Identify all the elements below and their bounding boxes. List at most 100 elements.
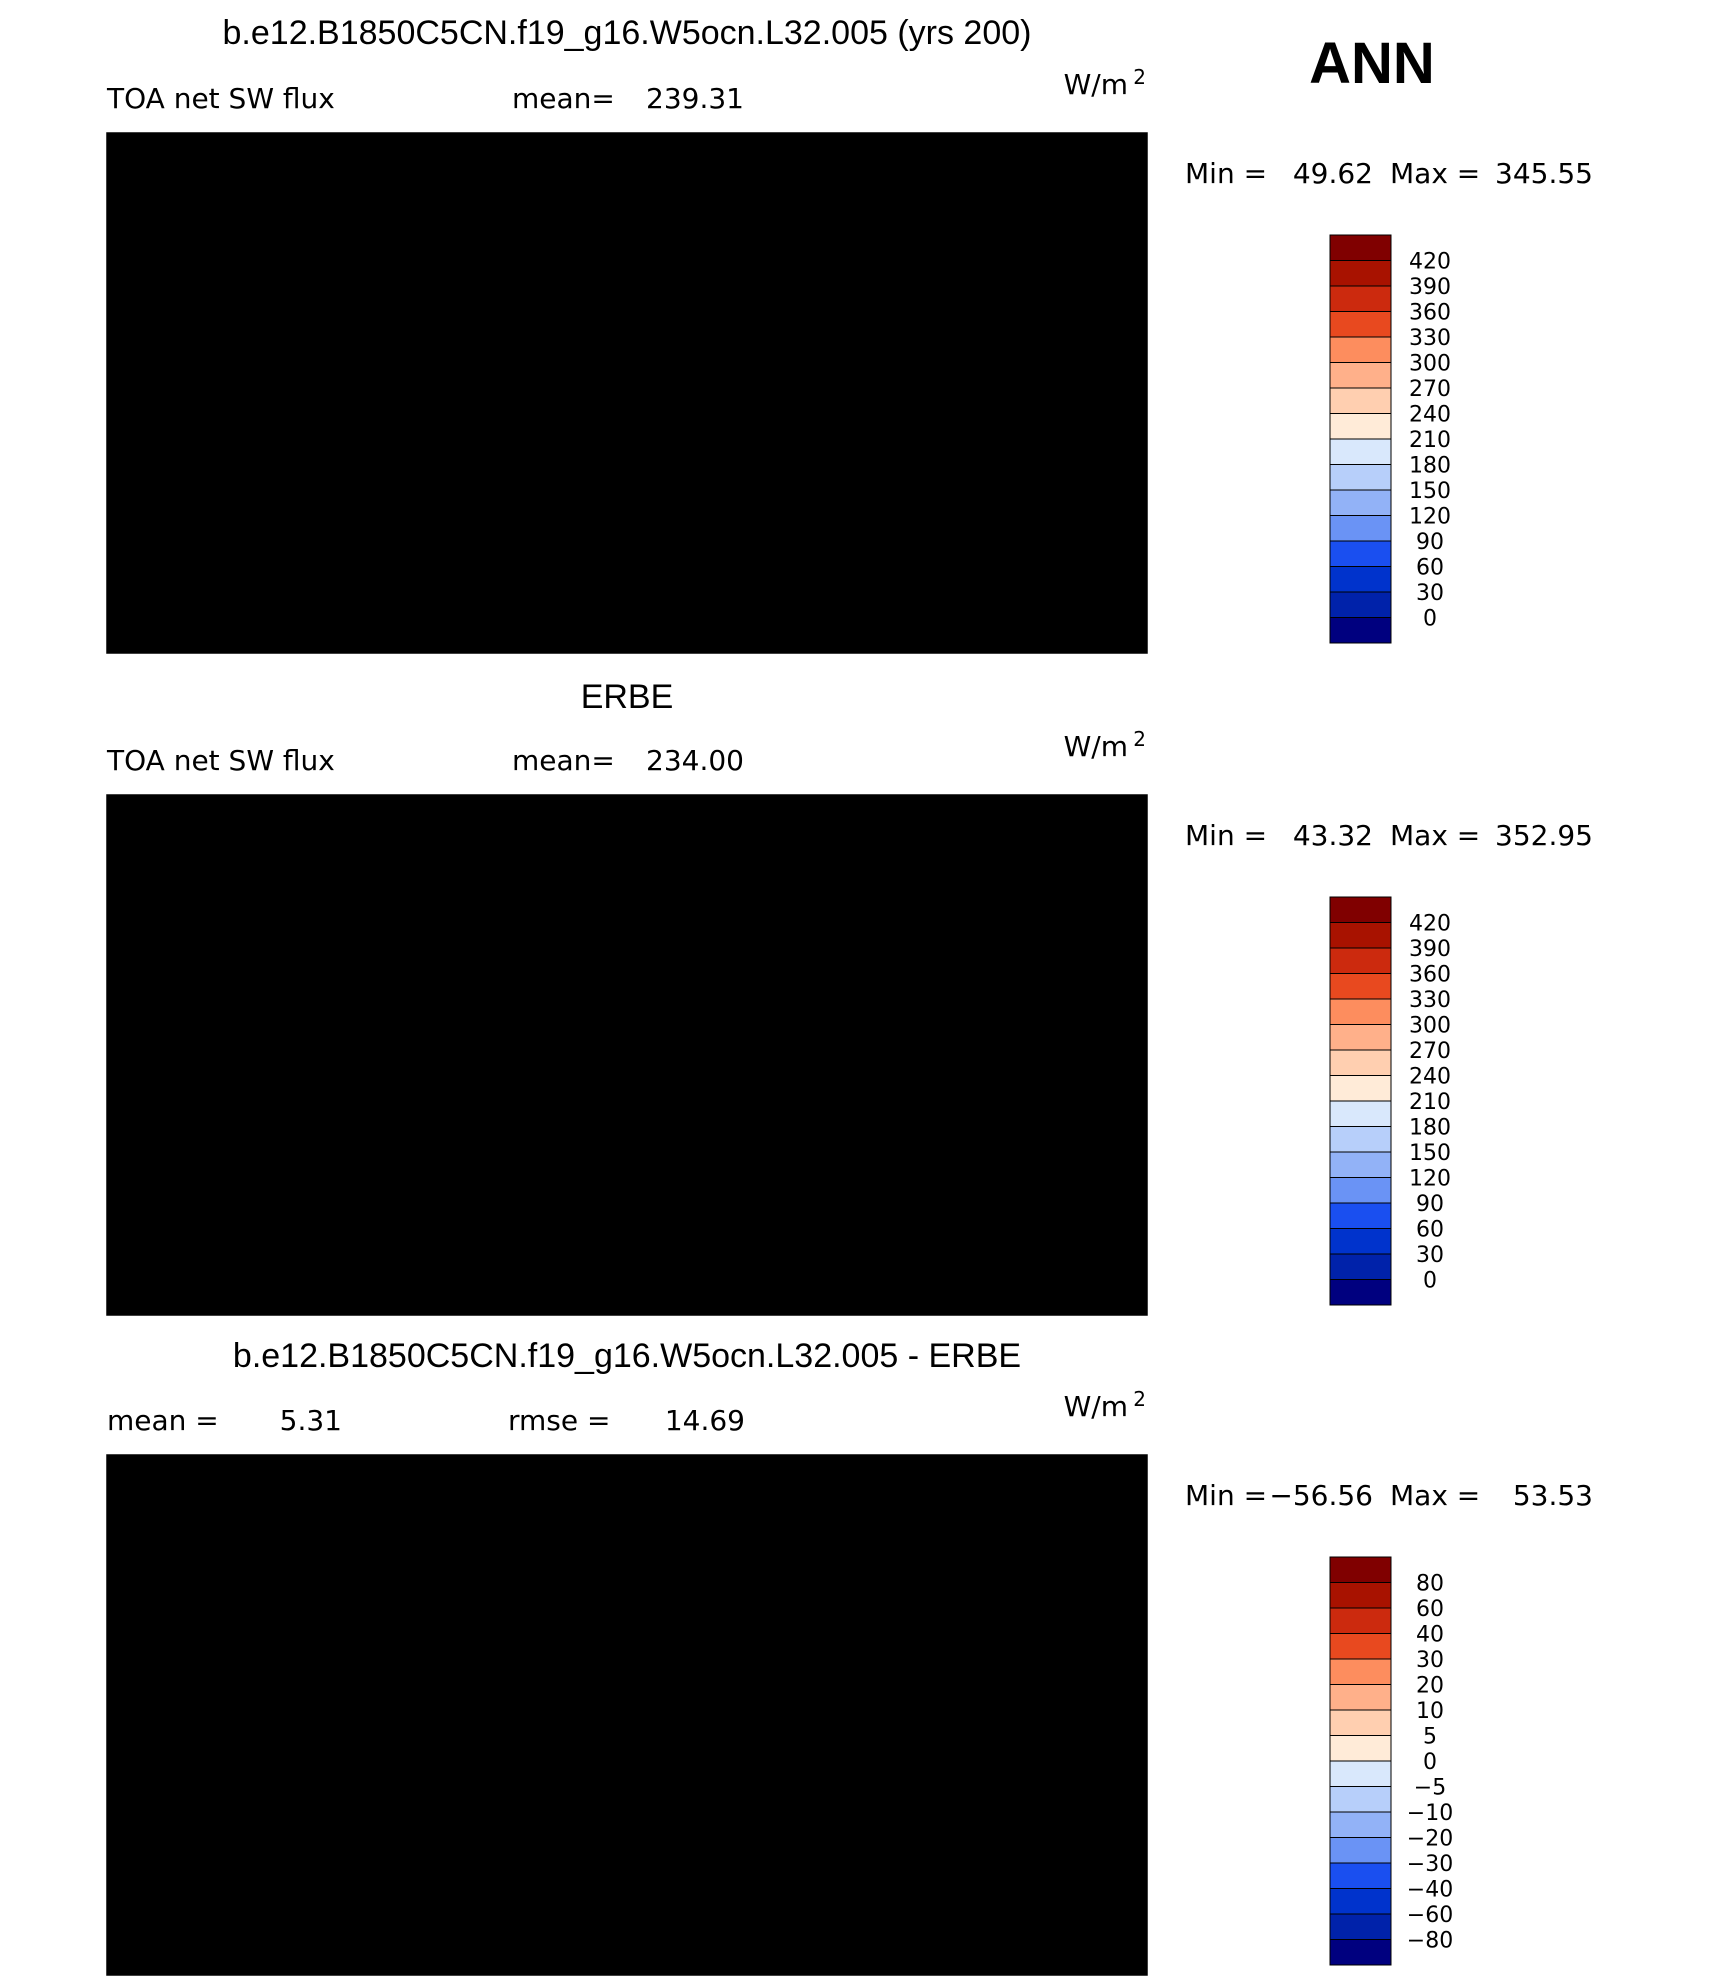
colorbar-box	[1329, 896, 1392, 923]
colorbar-box	[1329, 1862, 1392, 1889]
map-plot	[106, 132, 1148, 654]
colorbar-box	[1329, 1582, 1392, 1609]
colorbar-label: 0	[1423, 1269, 1437, 1294]
colorbar-box	[1329, 1151, 1392, 1178]
colorbar-label: 120	[1409, 1167, 1451, 1192]
coastlines	[107, 1481, 1147, 1933]
colorbar-box	[1329, 285, 1392, 312]
colorbar-box	[1329, 1735, 1392, 1762]
mean-value: 5.31	[280, 1404, 342, 1437]
colorbar-label: 30	[1416, 1648, 1444, 1673]
min-value: −56.56	[1269, 1479, 1373, 1512]
colorbar-box	[1329, 1786, 1392, 1813]
colorbar-label: 330	[1409, 326, 1451, 351]
max-label: Max =	[1390, 1479, 1480, 1512]
panel-title: b.e12.B1850C5CN.f19_g16.W5ocn.L32.005 - …	[233, 1337, 1021, 1375]
max-value: 345.55	[1495, 157, 1593, 190]
colorbar-label: 390	[1409, 275, 1451, 300]
min-label: Min =	[1185, 1479, 1267, 1512]
units-exponent: 2	[1133, 65, 1146, 89]
min-label: Min =	[1185, 157, 1267, 190]
colorbar-label: 60	[1416, 1218, 1444, 1243]
colorbar-label: 300	[1409, 1014, 1451, 1039]
colorbar-box	[1329, 1888, 1392, 1915]
colorbar-box	[1329, 1100, 1392, 1127]
colorbar-label: 180	[1409, 1116, 1451, 1141]
colorbar-label: 150	[1409, 479, 1451, 504]
colorbar-box	[1329, 336, 1392, 363]
coastlines	[107, 159, 1147, 611]
units-label: W/m	[1064, 68, 1128, 101]
max-value: 53.53	[1513, 1479, 1593, 1512]
units-label: W/m	[1064, 1390, 1128, 1423]
colorbar-box	[1329, 1633, 1392, 1660]
colorbar-label: 360	[1409, 963, 1451, 988]
colorbar-label: −60	[1407, 1903, 1453, 1928]
colorbar-label: 120	[1409, 505, 1451, 530]
colorbar-box	[1329, 1075, 1392, 1102]
colorbar-label: 420	[1409, 912, 1451, 937]
colorbar-box	[1329, 1837, 1392, 1864]
panel-3: b.e12.B1850C5CN.f19_g16.W5ocn.L32.005 - …	[106, 1337, 1593, 1976]
map-frame	[106, 794, 1148, 1316]
min-label: Min =	[1185, 819, 1267, 852]
colorbar-label: 270	[1409, 377, 1451, 402]
colorbar-box	[1329, 1607, 1392, 1634]
coastlines	[107, 821, 1147, 1273]
colorbar-box	[1329, 438, 1392, 465]
variable-label: TOA net SW flux	[106, 744, 335, 777]
colorbar-box	[1329, 311, 1392, 338]
colorbar-box	[1329, 1913, 1392, 1940]
colorbar-box	[1329, 947, 1392, 974]
colorbar-box	[1329, 566, 1392, 593]
colorbar-label: −40	[1407, 1878, 1453, 1903]
min-value: 43.32	[1293, 819, 1373, 852]
panel-title: ERBE	[581, 678, 674, 716]
colorbar-label: 0	[1423, 607, 1437, 632]
season-label: ANN	[1309, 31, 1435, 96]
max-label: Max =	[1390, 819, 1480, 852]
colorbar-label: 20	[1416, 1674, 1444, 1699]
variable-label: TOA net SW flux	[106, 82, 335, 115]
colorbar-label: −80	[1407, 1929, 1453, 1954]
max-label: Max =	[1390, 157, 1480, 190]
colorbar-label: 0	[1423, 1750, 1437, 1775]
colorbar-label: 300	[1409, 352, 1451, 377]
colorbar-label: 360	[1409, 301, 1451, 326]
colorbar-label: 30	[1416, 1243, 1444, 1268]
map-frame	[106, 132, 1148, 654]
colorbar-label: 240	[1409, 403, 1451, 428]
min-value: 49.62	[1293, 157, 1373, 190]
colorbar-box	[1329, 1024, 1392, 1051]
colorbar-box	[1329, 387, 1392, 414]
colorbar-box	[1329, 1202, 1392, 1229]
colorbar-box	[1329, 464, 1392, 491]
colorbar-label: 80	[1416, 1572, 1444, 1597]
colorbar-label: 5	[1423, 1725, 1437, 1750]
units-label: W/m	[1064, 730, 1128, 763]
mean-label: mean =	[107, 1404, 219, 1437]
colorbar-label: 270	[1409, 1039, 1451, 1064]
colorbar-box	[1329, 1126, 1392, 1153]
colorbar-label: 210	[1409, 428, 1451, 453]
panel-title: b.e12.B1850C5CN.f19_g16.W5ocn.L32.005 (y…	[223, 14, 1032, 52]
colorbar-label: 60	[1416, 556, 1444, 581]
mean-label: mean=	[512, 744, 615, 777]
mean-value: 234.00	[646, 744, 744, 777]
colorbar-label: 90	[1416, 1192, 1444, 1217]
colorbar-label: −20	[1407, 1827, 1453, 1852]
colorbar-label: 180	[1409, 454, 1451, 479]
colorbar-label: 30	[1416, 581, 1444, 606]
colorbar-box	[1329, 1556, 1392, 1583]
colorbar-box	[1329, 234, 1392, 261]
colorbar-label: −10	[1407, 1801, 1453, 1826]
colorbar-box	[1329, 591, 1392, 618]
colorbar-label: 390	[1409, 937, 1451, 962]
colorbar-box	[1329, 1177, 1392, 1204]
colorbar-box	[1329, 489, 1392, 516]
rmse-label: rmse =	[508, 1404, 610, 1437]
colorbar-box	[1329, 973, 1392, 1000]
